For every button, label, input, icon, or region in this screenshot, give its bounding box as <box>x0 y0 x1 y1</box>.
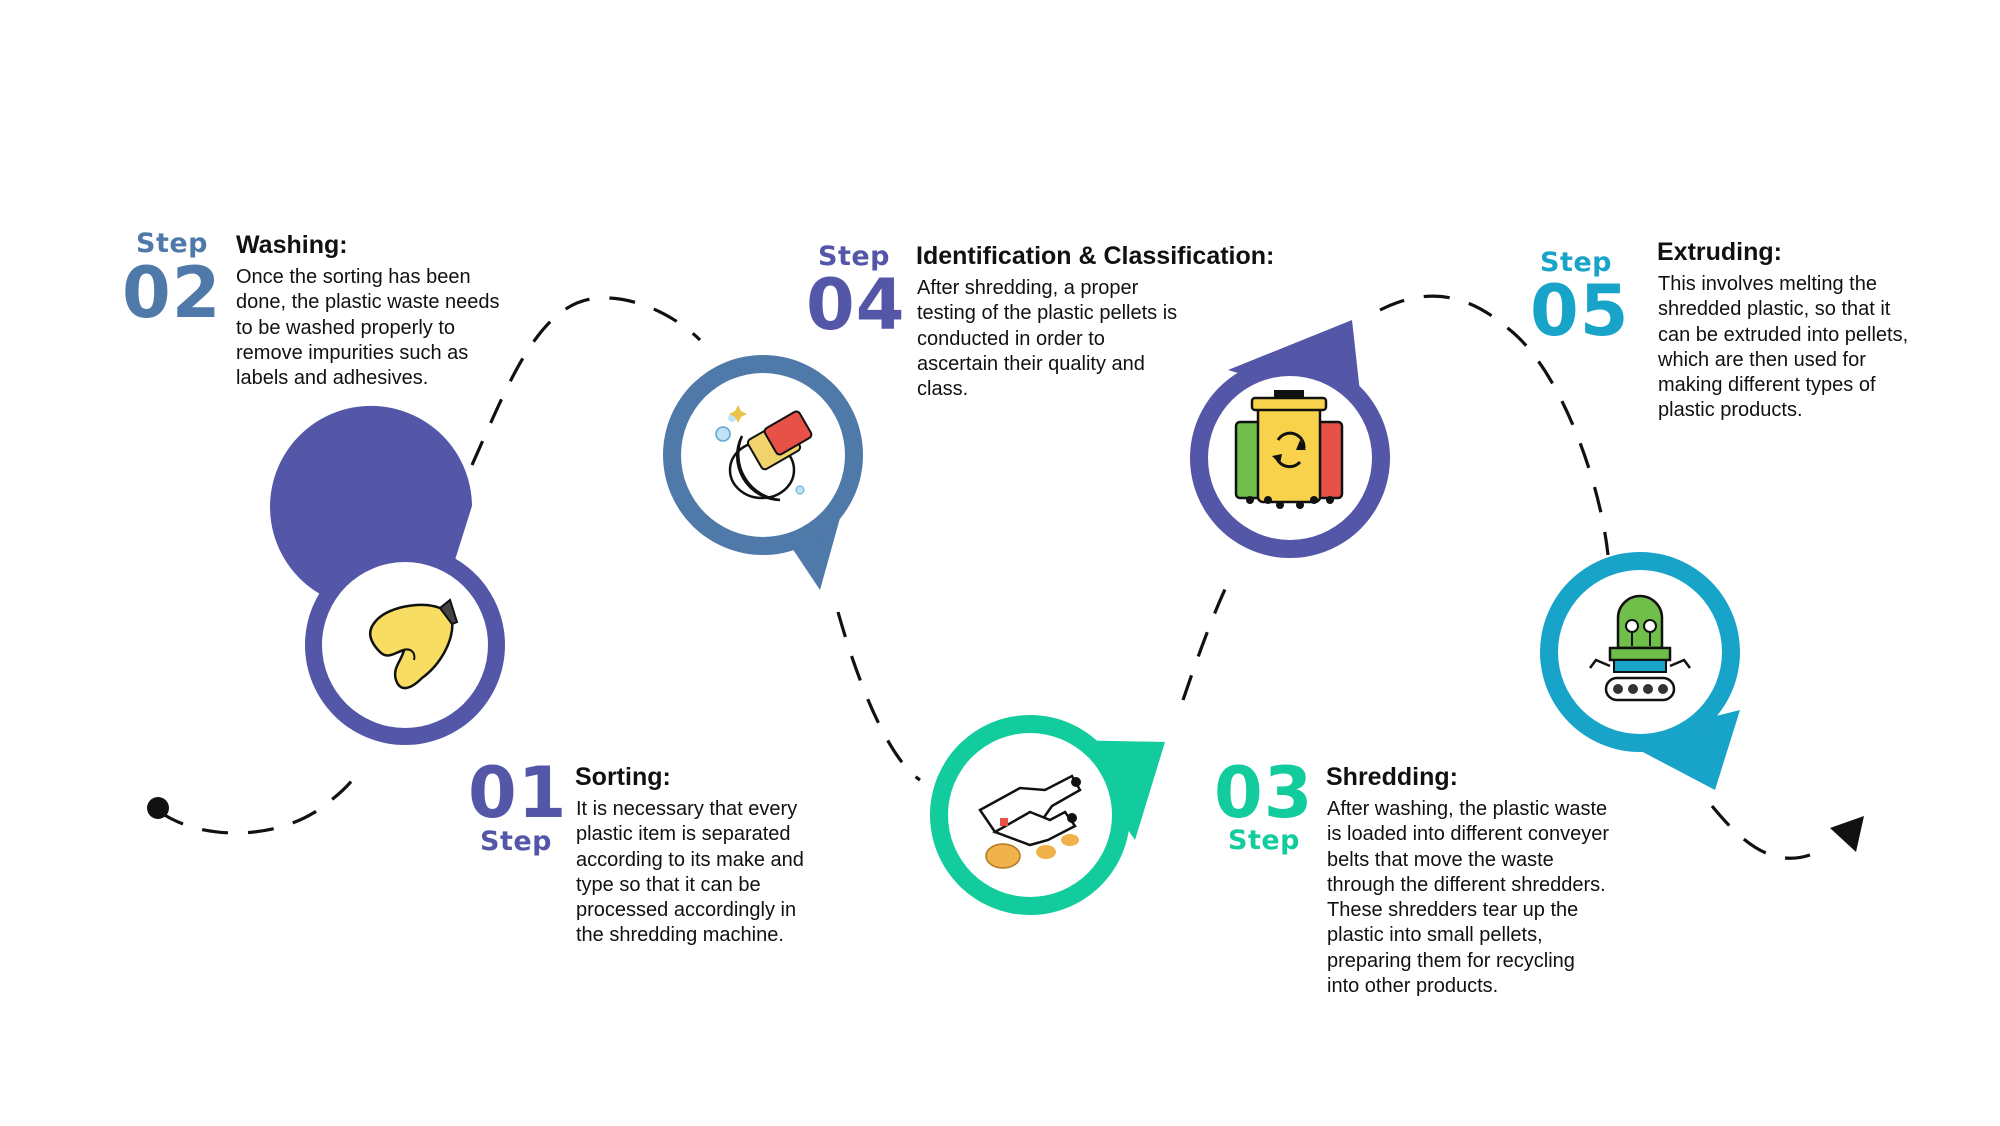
step-03-description: After washing, the plastic waste is load… <box>1327 798 1610 998</box>
pin-step-03 <box>930 715 1165 915</box>
step-01-label: Step <box>480 826 552 857</box>
step-02-description: Once the sorting has been done, the plas… <box>236 266 500 390</box>
step-03-number: 03 <box>1214 752 1314 834</box>
step-01-number: 01 <box>468 752 568 834</box>
step-05-description: This involves melting the shredded plast… <box>1658 273 1909 422</box>
pin-step-01 <box>270 405 505 745</box>
washing-sponge-icon <box>715 405 813 502</box>
step-04-description: After shredding, a proper testing of the… <box>917 277 1178 401</box>
step-05-label: Step <box>1540 247 1612 278</box>
extruder-robot-icon <box>1589 594 1691 702</box>
step-01-description: It is necessary that every plastic item … <box>576 798 804 947</box>
step-02-number: 02 <box>122 252 222 334</box>
step-01-title: Sorting: <box>575 763 671 791</box>
step-05-title: Extruding: <box>1657 238 1782 266</box>
dashed-path <box>159 294 1811 860</box>
step-04-title: Identification & Classification: <box>916 242 1275 270</box>
shredder-machine-icon <box>978 774 1082 869</box>
step-03-label: Step <box>1228 825 1300 856</box>
path-end-arrow <box>1830 816 1864 852</box>
step-05-number: 05 <box>1530 270 1630 352</box>
pin-step-04 <box>1190 320 1390 558</box>
recycle-bins-icon <box>1234 390 1344 509</box>
hand-picking-icon <box>369 598 459 690</box>
pin-step-02 <box>663 355 863 590</box>
step-04-number: 04 <box>806 264 906 346</box>
step-02-label: Step <box>136 228 208 259</box>
step-03-title: Shredding: <box>1326 763 1458 791</box>
step-04-label: Step <box>818 241 890 272</box>
pin-step-05 <box>1540 552 1740 790</box>
step-02-title: Washing: <box>236 231 348 259</box>
path-start-dot <box>147 797 169 819</box>
